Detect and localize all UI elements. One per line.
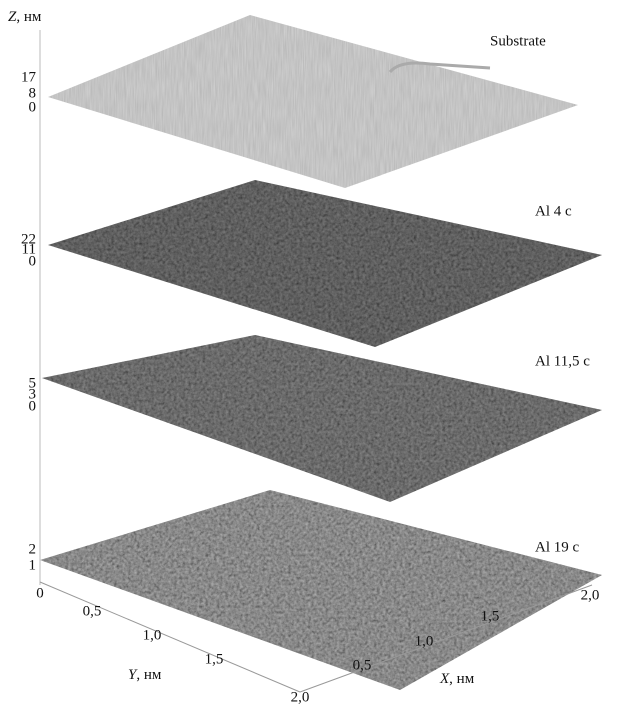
- y-tick-label: 0: [36, 585, 44, 601]
- z-tick-label: 2: [29, 541, 37, 557]
- y-tick-label: 0,5: [83, 603, 102, 619]
- x-axis-label: X, нм: [439, 671, 475, 687]
- z-tick-label: 17: [21, 69, 37, 85]
- surface-al4: [48, 180, 602, 347]
- figure: Z, нм Y, нм X, нм Substrate1780Al 4 с221…: [0, 0, 625, 704]
- z-axis-label: Z, нм: [8, 9, 42, 25]
- z-tick-label: 0: [29, 398, 37, 414]
- y-tick-label: 1,5: [205, 651, 224, 667]
- layer-label: Al 11,5 с: [535, 353, 590, 369]
- z-tick-label: 0: [29, 253, 37, 269]
- layer-label: Al 4 с: [535, 203, 572, 219]
- x-tick-label: 0,5: [353, 657, 372, 673]
- surface-al19: [40, 490, 602, 690]
- x-tick-label: 1,5: [481, 608, 500, 624]
- layer-label: Substrate: [490, 33, 546, 49]
- layer-label: Al 19 с: [535, 539, 580, 555]
- page: {"z_axis": {"label": "Z", "unit": ", нм"…: [0, 0, 625, 704]
- y-tick-label: 1,0: [143, 627, 162, 643]
- y-tick-label: 2,0: [291, 689, 310, 704]
- y-axis-label: Y, нм: [128, 667, 162, 683]
- z-tick-label: 1: [29, 557, 37, 573]
- x-tick-label: 2,0: [581, 587, 600, 603]
- x-tick-label: 1,0: [415, 633, 434, 649]
- z-tick-label: 0: [29, 99, 37, 115]
- surface-al11: [42, 335, 602, 502]
